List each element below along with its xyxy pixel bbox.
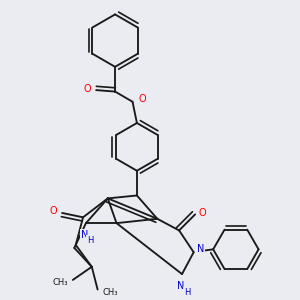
Text: N: N — [177, 281, 184, 291]
Text: CH₃: CH₃ — [103, 288, 118, 297]
Text: H: H — [184, 288, 190, 297]
Text: O: O — [50, 206, 57, 217]
Text: CH₃: CH₃ — [52, 278, 68, 287]
Text: O: O — [138, 94, 146, 104]
Text: N: N — [81, 230, 88, 240]
Text: O: O — [83, 84, 91, 94]
Text: N: N — [197, 244, 205, 254]
Text: O: O — [199, 208, 206, 218]
Text: H: H — [87, 236, 94, 245]
